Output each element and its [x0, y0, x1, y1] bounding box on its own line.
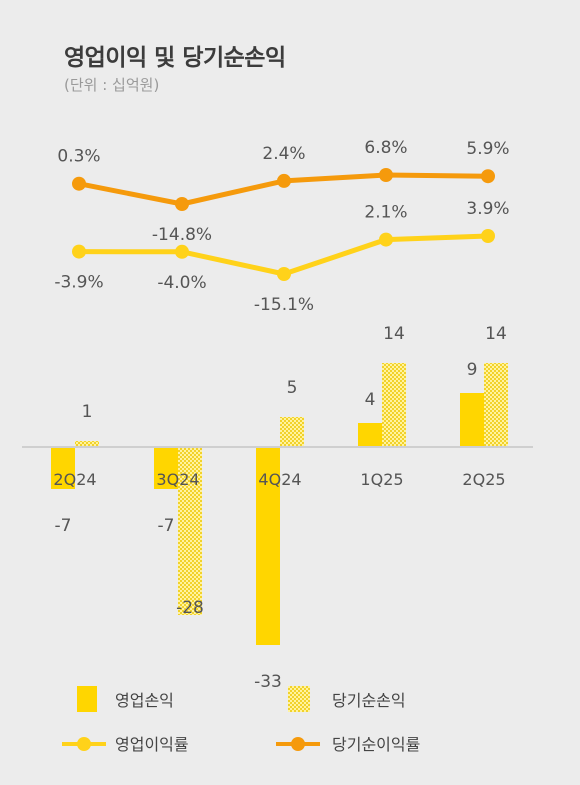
data-label-op-margin-2Q25: 3.9%	[466, 199, 509, 219]
point-op-margin-2Q25	[481, 229, 495, 243]
point-net-margin-4Q24	[277, 173, 291, 188]
data-label-net-income-1Q25: 14	[383, 324, 405, 344]
legend-swatch-op-income	[77, 686, 97, 712]
data-label-op-income-3Q24: -7	[158, 516, 175, 536]
point-op-margin-1Q25	[379, 232, 393, 247]
data-label-op-income-4Q24: -33	[254, 672, 282, 692]
data-label-net-income-2Q25: 14	[485, 324, 507, 344]
bar-op-income-4Q24	[256, 447, 280, 645]
legend-marker-net-margin	[291, 737, 305, 751]
legend-marker-op-margin	[77, 737, 91, 751]
data-label-op-margin-2Q24: -3.9%	[54, 273, 103, 293]
bar-net-income-2Q24	[75, 441, 99, 447]
data-label-net-margin-2Q25: 5.9%	[466, 139, 509, 159]
legend-label-op-income: 영업손익	[115, 691, 174, 710]
point-net-margin-1Q25	[379, 168, 393, 182]
bar-net-income-4Q24	[280, 417, 304, 447]
point-net-margin-2Q25	[481, 169, 495, 184]
point-op-margin-4Q24	[277, 267, 291, 281]
data-label-net-margin-1Q25: 6.8%	[364, 138, 407, 158]
point-net-margin-2Q24	[72, 176, 86, 191]
data-label-net-margin-4Q24: 2.4%	[262, 144, 305, 164]
x-tick-label-2Q25: 2Q25	[462, 470, 505, 489]
legend-label-net-margin: 당기순이익률	[332, 735, 420, 754]
bar-net-income-3Q24	[178, 447, 202, 615]
data-label-op-income-2Q25: 9	[467, 360, 478, 380]
legend-swatch-net-income	[288, 686, 310, 712]
bar-op-income-3Q24	[154, 447, 178, 489]
data-label-op-margin-4Q24: -15.1%	[254, 295, 314, 315]
point-net-margin-3Q24	[175, 197, 189, 211]
x-tick-label-3Q24: 3Q24	[156, 470, 199, 489]
data-label-net-income-3Q24: -28	[176, 598, 204, 618]
data-label-op-margin-1Q25: 2.1%	[364, 203, 407, 223]
bar-net-income-1Q25	[382, 363, 406, 447]
legend: 영업손익 당기순손익 영업이익률 당기순이익률	[62, 686, 420, 754]
data-label-op-income-1Q25: 4	[365, 390, 376, 410]
bar-op-income-2Q24	[51, 447, 75, 489]
bar-op-income-2Q25	[460, 393, 484, 447]
x-tick-label-2Q24: 2Q24	[53, 470, 96, 489]
data-label-net-income-2Q24: 1	[82, 402, 93, 422]
legend-label-op-margin: 영업이익률	[115, 735, 189, 754]
data-label-net-income-4Q24: 5	[287, 378, 298, 398]
data-label-net-margin-2Q24: 0.3%	[57, 147, 100, 167]
data-label-net-margin-3Q24: -14.8%	[152, 225, 212, 245]
point-op-margin-2Q24	[72, 244, 86, 259]
data-label-op-margin-3Q24: -4.0%	[157, 273, 206, 293]
x-tick-label-1Q25: 1Q25	[360, 470, 403, 489]
bar-op-income-1Q25	[358, 423, 382, 447]
legend-label-net-income: 당기순손익	[332, 691, 406, 710]
unit-label: (단위 : 십억원)	[64, 76, 160, 94]
bar-net-income-2Q25	[484, 363, 508, 447]
point-op-margin-3Q24	[175, 244, 189, 259]
x-tick-label-4Q24: 4Q24	[258, 470, 301, 489]
data-label-op-income-2Q24: -7	[55, 516, 72, 536]
chart-title: 영업이익 및 당기순손익	[64, 45, 286, 71]
